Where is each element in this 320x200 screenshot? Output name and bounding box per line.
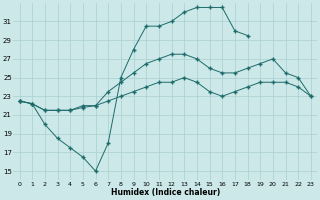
X-axis label: Humidex (Indice chaleur): Humidex (Indice chaleur) [111,188,220,197]
